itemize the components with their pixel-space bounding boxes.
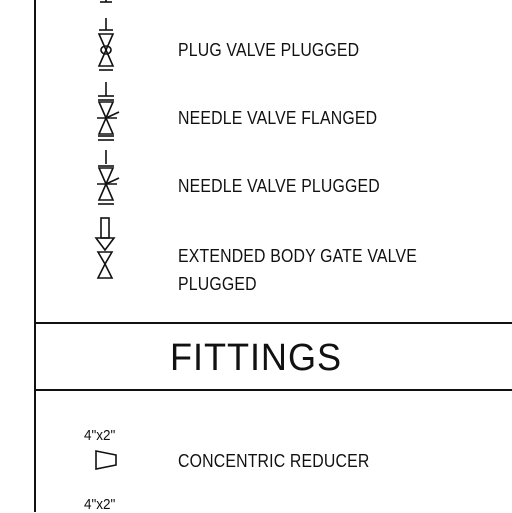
needle-valve-flanged-label: NEEDLE VALVE FLANGED xyxy=(178,108,378,128)
plug-valve-plugged-symbol xyxy=(97,18,115,71)
fittings-section-title: FITTINGS xyxy=(169,337,343,379)
next-fitting-size: 4"x2" xyxy=(84,496,116,513)
concentric-reducer-symbol xyxy=(95,450,117,470)
needle-valve-flanged-symbol xyxy=(97,82,120,141)
concentric-reducer-label: CONCENTRIC REDUCER xyxy=(178,451,370,471)
needle-valve-plugged-label: NEEDLE VALVE PLUGGED xyxy=(178,176,380,196)
legend-frame-left-border xyxy=(34,0,36,512)
partial-valve-symbol-top xyxy=(100,0,112,3)
extended-body-gate-valve-label-line1: EXTENDED BODY GATE VALVE xyxy=(178,246,417,266)
needle-valve-plugged-symbol xyxy=(97,150,120,205)
concentric-reducer-size: 4"x2" xyxy=(84,427,116,444)
section-divider-bottom xyxy=(34,389,512,391)
extended-body-gate-valve-label-line2: PLUGGED xyxy=(178,274,257,294)
section-divider-top xyxy=(34,322,512,324)
extended-body-gate-valve-symbol xyxy=(94,217,116,279)
plug-valve-plugged-label: PLUG VALVE PLUGGED xyxy=(178,40,360,60)
